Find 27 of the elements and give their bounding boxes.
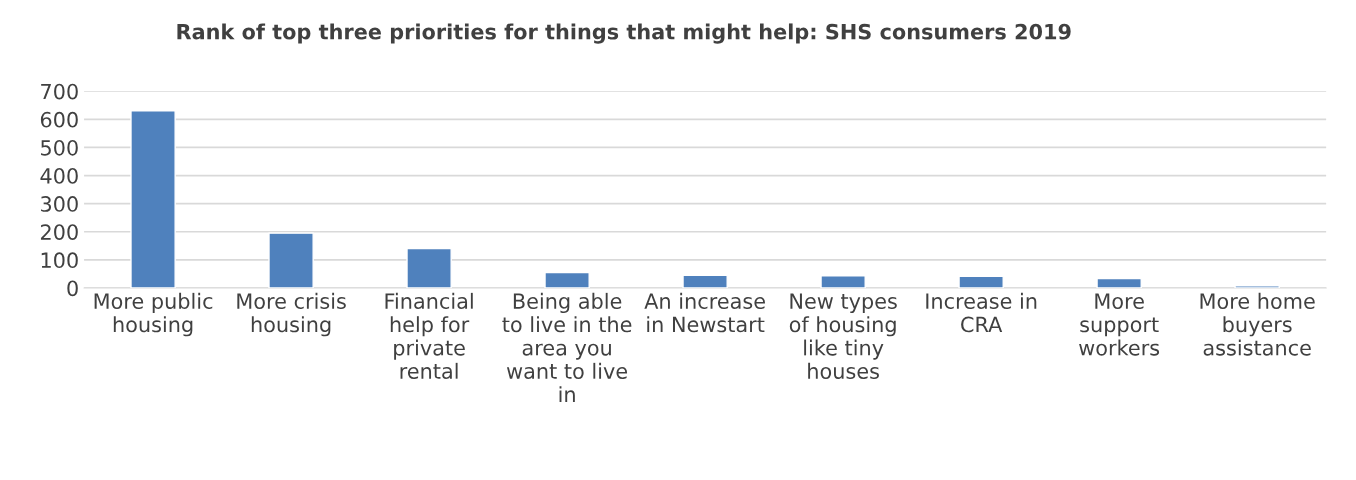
- y-tick-label: 300: [41, 196, 78, 212]
- y-tick-label: 100: [41, 252, 78, 269]
- x-tick-label: Being able to live in the area you want to live in: [502, 292, 632, 403]
- y-tick-label: 600: [40, 111, 78, 128]
- y-tick-label: 0: [67, 280, 78, 297]
- x-tick-label: Increase in CRA: [926, 292, 1037, 333]
- bar: [544, 271, 590, 288]
- bar: [820, 275, 866, 288]
- y-tick-label: 700: [41, 83, 78, 100]
- y-tick-label: 400: [40, 168, 78, 184]
- bar: [130, 110, 176, 288]
- x-tick-label: More support workers: [1079, 293, 1160, 356]
- bar: [682, 274, 728, 288]
- y-tick-label: 200: [40, 224, 78, 240]
- bar: [1096, 277, 1142, 288]
- y-tick-label: 500: [41, 139, 78, 156]
- x-tick-label: More home buyers assistance: [1200, 292, 1315, 356]
- bar: [958, 275, 1004, 288]
- bar: [1234, 285, 1280, 288]
- x-tick-label: More crisis housing: [237, 292, 346, 337]
- chart-title: Rank of top three priorities for things that might help: SHS consumers 2019: [177, 23, 1071, 44]
- x-tick-label: Financial help for private rental: [385, 292, 473, 379]
- x-tick-label: More public housing: [94, 292, 213, 337]
- bar: [268, 232, 314, 288]
- x-tick-label: An increase in Newstart: [644, 292, 765, 333]
- bar: [406, 247, 452, 288]
- x-tick-label: New types of housing like tiny houses: [789, 293, 897, 379]
